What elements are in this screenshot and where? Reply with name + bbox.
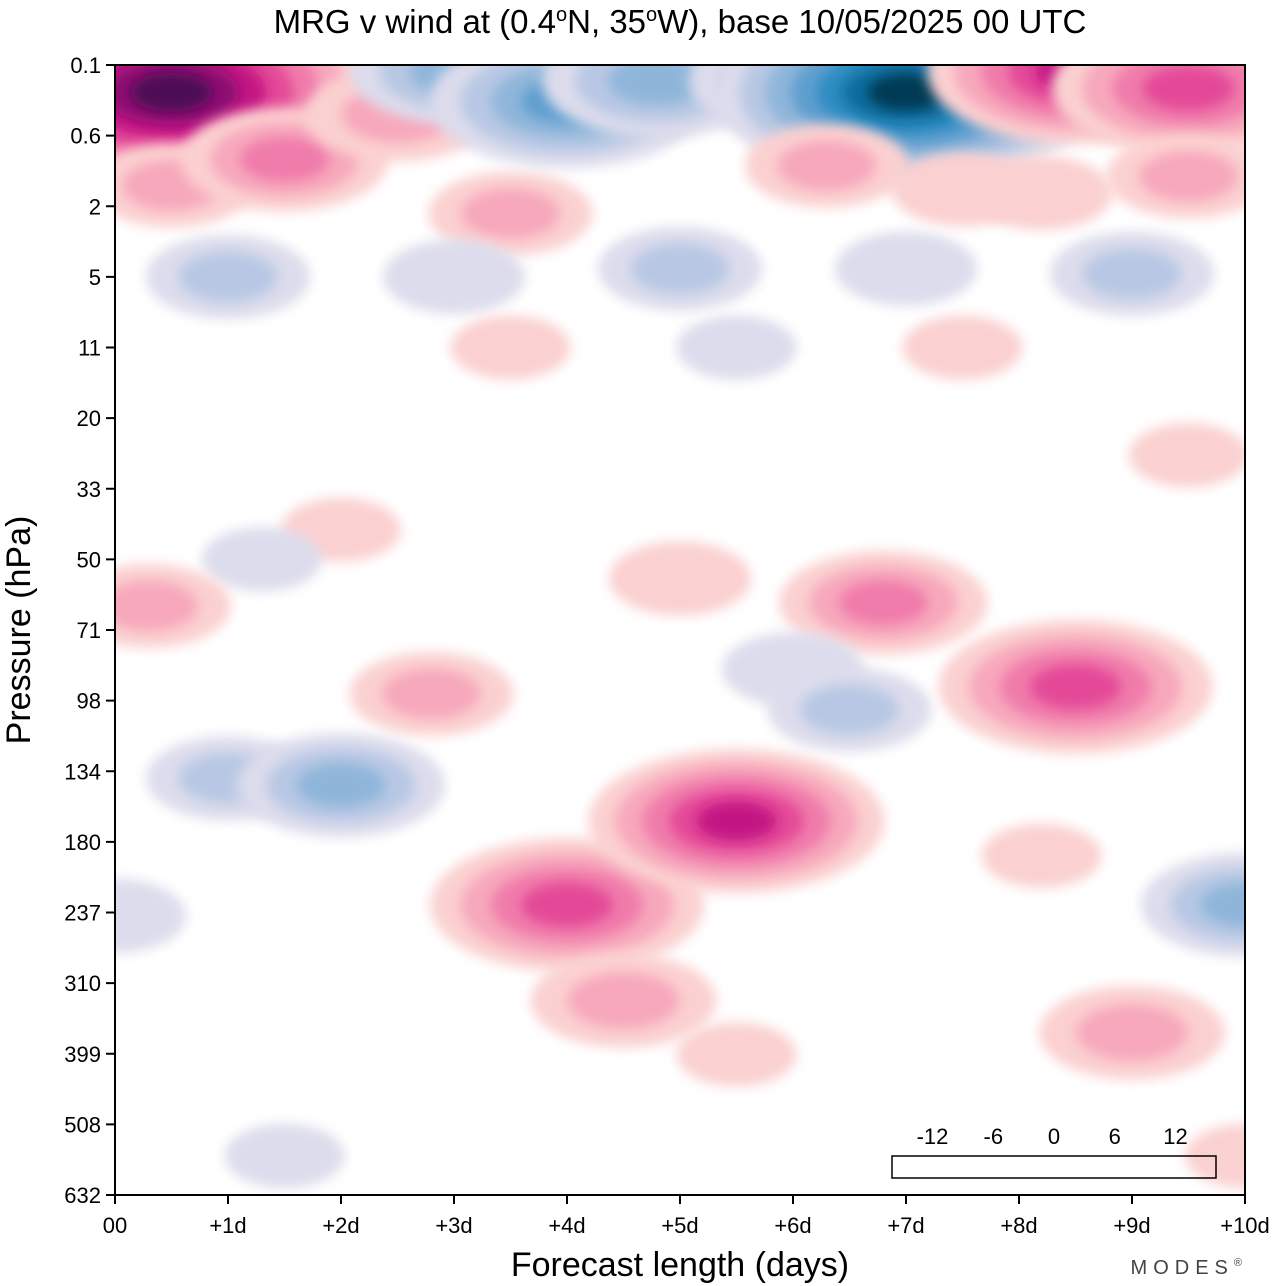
- y-tick-label: 134: [64, 759, 101, 784]
- y-axis: 0.1 0.6 2 5 11 20 33 50 71 98 134 180 237 310 399 508 63…: [64, 53, 115, 1208]
- y-tick-label: 98: [77, 689, 101, 714]
- colorbar-label: 0: [1048, 1124, 1060, 1149]
- x-tick-label: +10d: [1220, 1213, 1270, 1238]
- registered-mark: ®: [1234, 1257, 1248, 1269]
- contour-region: [1142, 65, 1235, 111]
- x-tick-label: +2d: [322, 1213, 359, 1238]
- contour-region: [970, 156, 1113, 231]
- contour-region: [902, 315, 1023, 380]
- y-tick-label: 11: [78, 336, 101, 361]
- title-tail: W), base 10/05/2025 00 UTC: [657, 3, 1086, 40]
- y-tick-label: 20: [77, 406, 101, 431]
- contour-region: [130, 72, 213, 112]
- chart-title: MRG v wind at (0.4oN, 35oW), base 10/05/…: [274, 3, 1087, 40]
- y-tick-label: 71: [77, 618, 101, 643]
- y-tick-label: 50: [77, 547, 101, 572]
- contour-region: [1128, 423, 1245, 488]
- title-degree-2: o: [646, 4, 657, 26]
- x-tick-label: +8d: [1000, 1213, 1037, 1238]
- contour-region: [115, 878, 186, 953]
- x-tick-label: +9d: [1113, 1213, 1150, 1238]
- contour-region: [676, 315, 797, 380]
- colorbar-label: -6: [984, 1124, 1004, 1149]
- colorbar-label: 6: [1109, 1124, 1121, 1149]
- modes-watermark: MODES®: [1131, 1257, 1248, 1279]
- contour-region: [115, 580, 199, 632]
- contour-region: [835, 231, 977, 306]
- y-tick-label: 180: [64, 830, 101, 855]
- contour-region: [608, 65, 707, 106]
- contour-region: [450, 315, 571, 380]
- x-tick-label: +7d: [887, 1213, 924, 1238]
- contour-region: [461, 188, 560, 239]
- contour-region: [1082, 248, 1182, 299]
- y-axis-label: Pressure (hPa): [0, 516, 38, 745]
- y-tick-label: 237: [64, 901, 101, 926]
- contour-region: [1139, 151, 1238, 202]
- y-tick-label: 508: [64, 1112, 101, 1137]
- colorbar-frame: [891, 1155, 1217, 1179]
- contour-region: [1200, 882, 1245, 928]
- contour-region: [201, 527, 322, 592]
- contour-region: [630, 243, 730, 294]
- contour-region: [838, 580, 929, 626]
- contour-region: [1029, 664, 1122, 710]
- title-lead: MRG v wind at (0.4: [274, 3, 556, 40]
- contour-region: [800, 684, 899, 735]
- contour-region: [296, 762, 386, 808]
- colorbar: -12 -6 0 6 12: [891, 1124, 1217, 1179]
- contour-region: [521, 882, 613, 928]
- y-tick-label: 632: [64, 1183, 101, 1208]
- x-tick-label: 00: [103, 1213, 127, 1238]
- contour-region: [383, 239, 525, 314]
- contour-region: [567, 972, 680, 1029]
- x-tick-label: +6d: [774, 1213, 811, 1238]
- x-tick-label: +5d: [661, 1213, 698, 1238]
- title-mid: N, 35: [567, 3, 646, 40]
- contour-region: [1076, 1004, 1188, 1061]
- title-degree-1: o: [556, 4, 567, 26]
- y-tick-label: 5: [89, 265, 101, 290]
- y-tick-label: 310: [64, 971, 101, 996]
- contour-region: [224, 1123, 345, 1188]
- y-tick-label: 0.1: [70, 53, 101, 78]
- colorbar-label: -12: [917, 1124, 949, 1149]
- contour-region: [239, 137, 330, 182]
- contour-region: [696, 801, 777, 841]
- y-tick-label: 33: [77, 477, 101, 502]
- y-tick-label: 2: [89, 194, 101, 219]
- colorbar-label: 12: [1163, 1124, 1187, 1149]
- contour-region: [676, 1022, 797, 1087]
- contour-region: [867, 73, 945, 111]
- contour-field: [115, 65, 1245, 1188]
- contour-region: [178, 251, 278, 303]
- x-axis: 00 +1d +2d +3d +4d +5d +6d +7d +8d +9d +10d: [103, 1195, 1270, 1238]
- contour-region: [981, 823, 1102, 888]
- y-tick-label: 399: [64, 1042, 101, 1067]
- x-tick-label: +4d: [548, 1213, 585, 1238]
- contour-region: [777, 140, 877, 191]
- contour-region: [609, 541, 751, 616]
- contour-region: [382, 668, 481, 720]
- x-tick-label: +3d: [435, 1213, 472, 1238]
- y-tick-label: 0.6: [70, 124, 101, 149]
- x-axis-label: Forecast length (days): [511, 1246, 849, 1284]
- x-tick-label: +1d: [209, 1213, 246, 1238]
